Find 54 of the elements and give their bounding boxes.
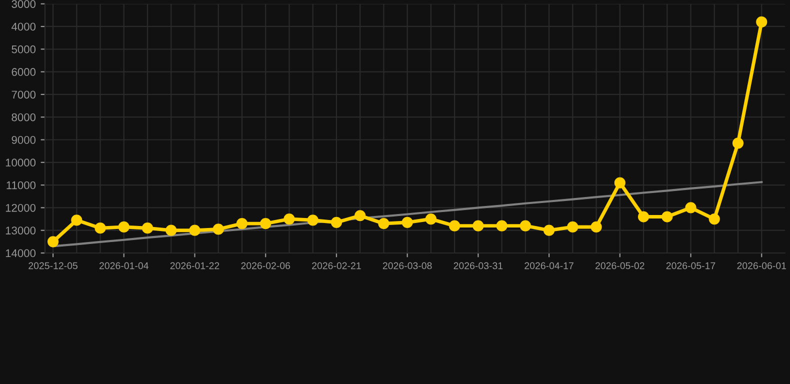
- y-tick-label: 5000: [12, 45, 36, 54]
- point: [567, 221, 578, 233]
- point: [590, 221, 602, 233]
- y-tick-label: 3000: [12, 0, 36, 8]
- y-tick-label: 7000: [12, 90, 36, 99]
- point: [142, 222, 154, 234]
- y-tick-label: 13000: [6, 226, 36, 234]
- y-tick-label: 8000: [12, 113, 36, 122]
- point: [425, 213, 436, 225]
- point: [520, 220, 531, 232]
- point: [472, 220, 484, 232]
- point: [708, 213, 720, 225]
- point: [449, 220, 460, 232]
- y-tick-label: 14000: [6, 249, 36, 258]
- x-tick-label: 2026-02-21: [312, 262, 361, 270]
- y-tick-label: 9000: [12, 136, 36, 144]
- point: [614, 177, 626, 188]
- point: [732, 138, 744, 149]
- x-tick-label: 2026-01-04: [100, 262, 148, 270]
- y-tick-label: 11000: [6, 181, 36, 190]
- point: [212, 224, 224, 235]
- point: [166, 224, 177, 236]
- x-tick-label: 2026-03-31: [454, 262, 503, 270]
- point: [662, 211, 673, 222]
- x-tick-label: 2026-01-22: [170, 262, 220, 270]
- point: [94, 222, 106, 234]
- point: [685, 202, 696, 214]
- point: [47, 236, 59, 248]
- point: [236, 218, 248, 230]
- x-tick-label: 2026-02-06: [241, 262, 290, 270]
- x-tick-label: 2026-04-17: [524, 262, 574, 270]
- y-tick-label: 6000: [12, 68, 36, 76]
- x-tick-label: 2026-06-01: [737, 262, 786, 270]
- x-tick-label: 2026-03-08: [382, 262, 432, 270]
- point: [284, 213, 295, 225]
- point: [378, 218, 390, 230]
- point: [71, 214, 82, 226]
- point: [638, 211, 650, 222]
- y-tick-label: 12000: [6, 204, 36, 212]
- point: [330, 216, 342, 228]
- point: [756, 16, 768, 28]
- point: [118, 221, 130, 233]
- y-tick-label: 4000: [12, 22, 36, 31]
- x-tick-label: 2026-05-02: [596, 262, 644, 270]
- x-tick-label: 2026-05-17: [666, 262, 716, 270]
- point: [307, 214, 318, 226]
- x-tick-label: 2025-12-05: [28, 262, 78, 270]
- point: [402, 216, 413, 228]
- point: [496, 220, 508, 232]
- point: [260, 218, 272, 230]
- point: [543, 224, 555, 236]
- point: [189, 224, 200, 236]
- point: [354, 210, 366, 222]
- y-tick-label: 10000: [6, 158, 36, 167]
